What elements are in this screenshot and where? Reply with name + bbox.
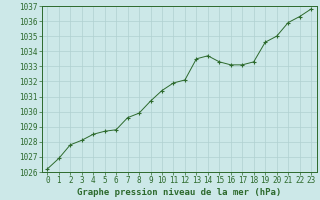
X-axis label: Graphe pression niveau de la mer (hPa): Graphe pression niveau de la mer (hPa) (77, 188, 281, 197)
